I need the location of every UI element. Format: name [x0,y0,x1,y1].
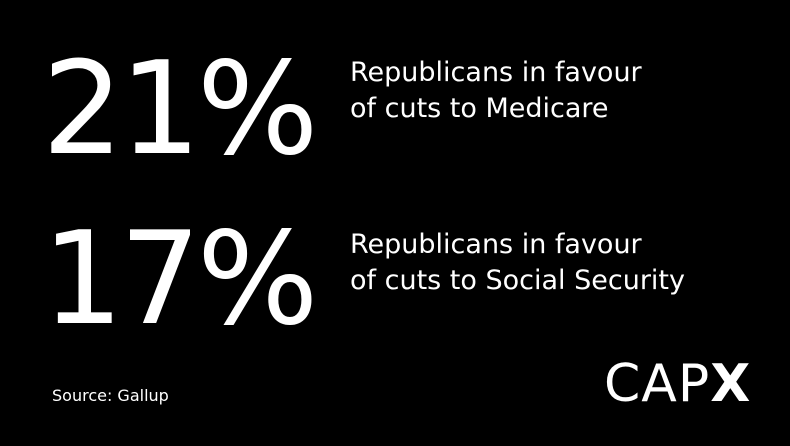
stat-social-security: 17% Republicans in favour of cuts to Soc… [0,210,790,350]
stat-label-social-security-line1: Republicans in favour [350,229,642,260]
stat-label-medicare-line1: Republicans in favour [350,57,642,88]
capx-logo: CAPX [604,356,751,412]
logo-text-bold: X [710,354,752,414]
stat-value-medicare: 21% [42,35,318,184]
stat-value-social-security: 17% [42,205,318,354]
stat-label-social-security-line2: of cuts to Social Security [350,265,685,296]
source-note: Source: Gallup [52,386,169,405]
stat-label-medicare: Republicans in favour of cuts to Medicar… [350,55,642,127]
stat-label-medicare-line2: of cuts to Medicare [350,93,609,124]
logo-text-light: CAP [604,354,711,414]
stat-label-social-security: Republicans in favour of cuts to Social … [350,227,685,299]
stat-medicare: 21% Republicans in favour of cuts to Med… [0,40,790,180]
